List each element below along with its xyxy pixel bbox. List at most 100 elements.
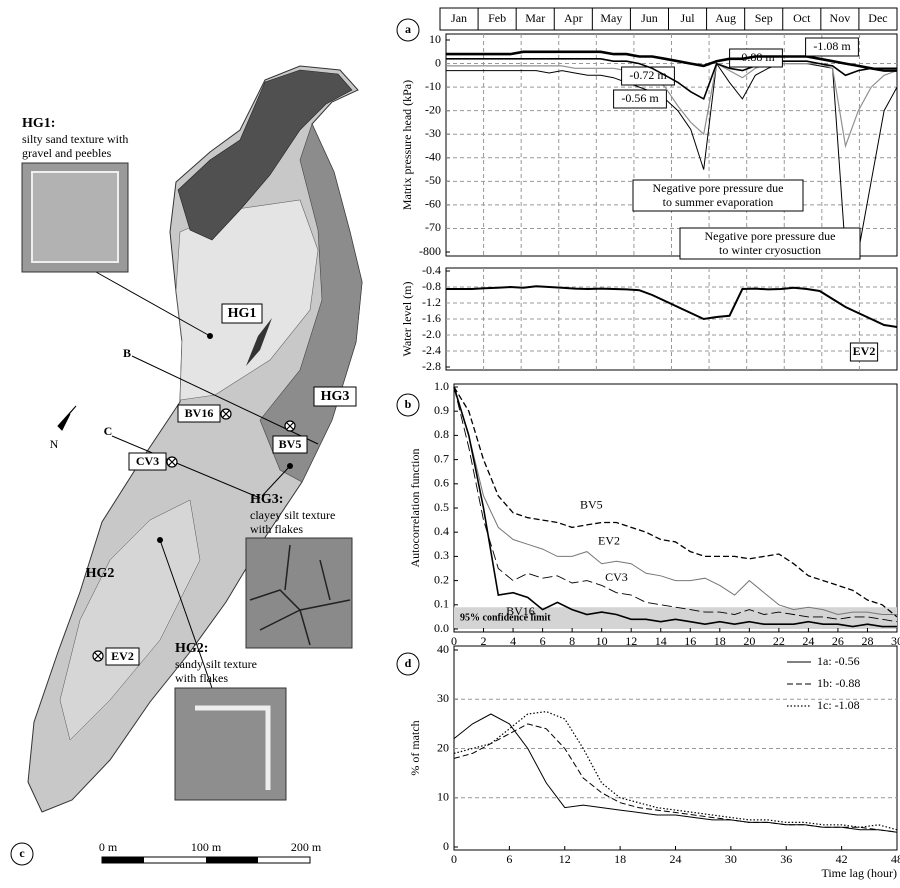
section-label: C [104,424,113,438]
x-tick-label: 48 [891,852,900,866]
label-box [105,647,140,666]
plot-frame [453,383,898,633]
y-tick-label: -30 [425,126,441,140]
label-box [613,89,667,109]
y-axis-label: Water level (m) [400,282,414,357]
series-line [453,713,898,833]
x-tick-label: 6 [540,634,546,648]
group-title: HG2: [175,641,208,656]
panel-label: c [19,846,25,860]
legend-label: 1b: -0.88 [817,676,860,690]
series-label: BV5 [580,497,603,511]
y-tick-label: 10 [437,790,449,804]
band-label: 95% confidence limit [460,612,551,623]
x-tick-label: 12 [559,852,571,866]
series-label: -0.56 m [621,91,659,105]
zone-label: HG1 [228,306,257,321]
leader-dot [287,463,293,469]
y-tick-label: -2.4 [422,343,441,357]
y-tick-label: 1.0 [434,379,449,393]
y-tick-label: 0.8 [434,427,449,441]
panel-circle [396,18,420,42]
y-tick-label: 0.6 [434,476,449,490]
station-marker [94,652,102,660]
leader-line [95,271,211,337]
y-tick-label: -2.8 [422,359,441,373]
y-tick-label: -60 [425,197,441,211]
photo-frame [31,171,119,263]
x-tick-label: 28 [861,634,873,648]
station-label: BV5 [279,437,302,451]
series-line [453,723,898,833]
y-axis-label: % of match [408,720,422,775]
series-line [446,285,898,328]
month-label: Jan [451,11,467,25]
scale-bar-segment [102,857,144,863]
x-tick-label: 8 [569,634,575,648]
scale-bar-segment [206,857,258,863]
y-axis-label: Autocorrelation function [408,449,422,568]
y-tick-label: 0.2 [434,572,449,586]
month-label: Oct [793,11,811,25]
series-line [453,386,898,618]
x-tick-label: 22 [773,634,785,648]
zone-label: HG2 [86,566,115,581]
annotation: to winter cryosuction [719,243,821,257]
month-label: Mar [525,11,545,25]
photo [245,537,353,649]
x-tick-label: 6 [506,852,512,866]
x-axis-label: Time lag (hour) [821,866,897,880]
annotation-box [679,227,861,260]
scale-label: 100 m [191,840,222,854]
y-tick-label: 20 [437,740,449,754]
month-label: Jul [681,11,696,25]
series-line [453,386,897,616]
x-tick-label: 0 [451,852,457,866]
section-line [111,435,261,499]
y-tick-label: -2.0 [422,327,441,341]
x-tick-label: 10 [596,634,608,648]
panel-circle [10,842,34,866]
x-tick-label: 16 [684,634,696,648]
annotation-box [632,179,804,212]
x-tick-label: 4 [510,634,516,648]
annotation: Negative pore pressure due [705,229,836,243]
x-tick-label: 30 [725,852,737,866]
legend-label: 1a: -0.56 [817,654,860,668]
y-tick-label: 0.1 [434,597,449,611]
y-tick-label: 10 [429,32,441,46]
photo-ruler [195,705,271,790]
y-tick-label: -50 [425,173,441,187]
series-line [453,710,898,831]
station-label: BV16 [185,406,214,420]
x-tick-label: 0 [451,634,457,648]
y-tick-label: 0.0 [434,621,449,635]
zone-label: HG3 [321,389,350,404]
series-label: BV16 [506,604,535,618]
label-box [313,386,357,407]
y-tick-label: 0.7 [434,451,449,465]
month-label: Apr [564,11,583,25]
month-label: Nov [830,11,851,25]
y-tick-label: -20 [425,102,441,116]
x-tick-label: 12 [625,634,637,648]
y-tick-label: -70 [425,220,441,234]
station-label: EV2 [111,649,134,663]
north-arrow [57,405,77,431]
y-tick-label: 0 [443,839,449,853]
month-label: Jun [641,11,658,25]
y-tick-label: 0.5 [434,500,449,514]
map-dark-zone [177,69,353,241]
y-tick-label: 0.3 [434,548,449,562]
annotation: Negative pore pressure due [653,181,784,195]
station-marker [168,458,176,466]
map-light-zone [175,199,319,401]
x-tick-label: 36 [780,852,792,866]
y-tick-label: -0.4 [422,263,441,277]
y-tick-label: 30 [437,691,449,705]
x-tick-label: 18 [614,852,626,866]
x-tick-label: 24 [670,852,682,866]
panel-label: a [405,22,411,36]
section-label: B [123,346,131,360]
x-tick-label: 14 [655,634,667,648]
